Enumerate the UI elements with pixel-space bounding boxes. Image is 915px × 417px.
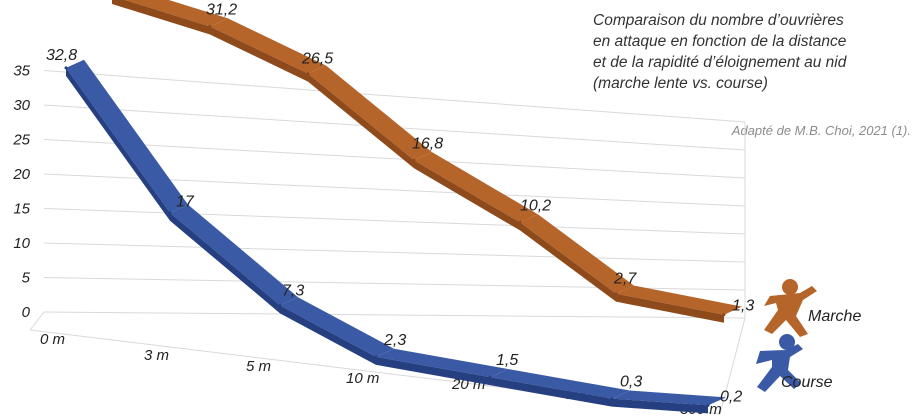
floor-edge-left xyxy=(29,311,45,331)
x-tick-label: 3 m xyxy=(144,347,169,364)
course-series-segment-top xyxy=(490,369,630,399)
course-data-label: 7,3 xyxy=(282,282,304,299)
course-series-segment-side xyxy=(612,398,708,414)
marche-series-segment-top xyxy=(616,285,742,315)
course-data-label: 0,3 xyxy=(620,374,642,391)
series-ribbons xyxy=(64,0,742,414)
course-series-point xyxy=(374,355,378,359)
marche-series-segment-side xyxy=(520,222,616,302)
course-series-segment-side xyxy=(376,356,490,386)
note-line-1: Comparaison du nombre d’ouvrières xyxy=(593,12,844,29)
x-tick-label: 5 m xyxy=(246,358,271,375)
x-tick-label: 10 m xyxy=(346,370,379,387)
course-series-point xyxy=(168,211,172,215)
course-series-segment-top xyxy=(170,204,298,306)
course-series-point xyxy=(488,375,492,379)
course-series-point xyxy=(64,66,68,70)
gridline xyxy=(43,208,746,235)
gridline xyxy=(43,139,746,179)
gridline xyxy=(43,242,746,263)
y-tick-label: 25 xyxy=(12,132,30,149)
marche-data-label: 1,3 xyxy=(732,298,754,315)
marche-series-segment-top xyxy=(414,152,538,223)
course-series-segment-top xyxy=(612,390,726,406)
marche-series-point xyxy=(518,220,522,224)
marche-data-label: 2,7 xyxy=(613,271,637,288)
running-figure-icon xyxy=(756,334,803,392)
course-series-segment-side xyxy=(280,305,376,365)
y-tick-label: 10 xyxy=(13,235,30,252)
course-series-segment-top xyxy=(280,297,394,357)
gridline xyxy=(43,311,746,319)
course-series-segment-side xyxy=(490,377,612,407)
y-tick-label: 35 xyxy=(13,63,30,80)
course-data-label: 2,3 xyxy=(383,332,406,349)
y-tick-label: 15 xyxy=(13,201,30,218)
marche-series-point xyxy=(614,292,618,296)
course-series-segment-side xyxy=(66,67,170,221)
note-line-4: (marche lente vs. course) xyxy=(593,75,768,92)
marche-series-point xyxy=(306,72,310,76)
marche-data-label: 26,5 xyxy=(301,51,333,68)
marche-series-segment-top xyxy=(520,214,634,294)
note-line-3: et de la rapidité d’éloignement au nid xyxy=(593,54,847,71)
y-axis-ticks: 0 5 10 15 20 25 30 35 xyxy=(12,63,30,322)
course-series-segment-top xyxy=(66,59,188,213)
x-tick-label: 0 m xyxy=(40,331,65,348)
marche-series-point xyxy=(208,25,212,29)
course-data-label: 0,2 xyxy=(720,388,742,405)
legend-label-marche: Marche xyxy=(808,308,861,325)
marche-series-segment-side xyxy=(616,293,724,323)
marche-series-point xyxy=(412,158,416,162)
legend-marche: Marche xyxy=(764,279,861,337)
course-series-segment-top xyxy=(376,348,508,378)
marche-data-label: 16,8 xyxy=(412,135,443,152)
course-series-point xyxy=(610,397,614,401)
walking-figure-icon xyxy=(764,279,817,337)
legend-course: Course xyxy=(756,334,833,392)
y-tick-label: 20 xyxy=(12,166,30,183)
marche-series-segment-side xyxy=(112,0,210,35)
marche-series-segment-side xyxy=(308,73,414,169)
course-data-label: 17 xyxy=(176,194,195,211)
marche-data-label: 31,2 xyxy=(206,2,237,19)
y-tick-label: 0 xyxy=(22,304,31,321)
course-series-point xyxy=(278,303,282,307)
marche-series-segment-top xyxy=(210,18,326,74)
course-series-segment-side xyxy=(170,212,280,314)
data-labels: 33,831,226,516,810,22,71,332,8177,32,31,… xyxy=(46,2,754,406)
marche-series-point xyxy=(722,313,726,317)
chart-note: Comparaison du nombre d’ouvrières en att… xyxy=(593,10,913,94)
marche-series-segment-top xyxy=(124,0,228,27)
course-data-label: 1,5 xyxy=(496,352,518,369)
y-tick-label: 5 xyxy=(22,270,31,287)
marche-data-label: 10,2 xyxy=(520,197,551,214)
chart-credit: Adapté de M.B. Choi, 2021 (1). xyxy=(731,123,911,138)
legend-label-course: Course xyxy=(781,374,833,391)
marche-series-segment-side xyxy=(414,160,520,231)
note-line-2: en attaque en fonction de la distance xyxy=(593,33,847,50)
y-tick-label: 30 xyxy=(13,97,30,114)
marche-series-segment-side xyxy=(210,26,308,82)
gridline xyxy=(43,70,746,123)
course-series-point xyxy=(706,403,710,407)
marche-series-segment-top xyxy=(308,65,432,161)
course-data-label: 32,8 xyxy=(46,47,77,64)
